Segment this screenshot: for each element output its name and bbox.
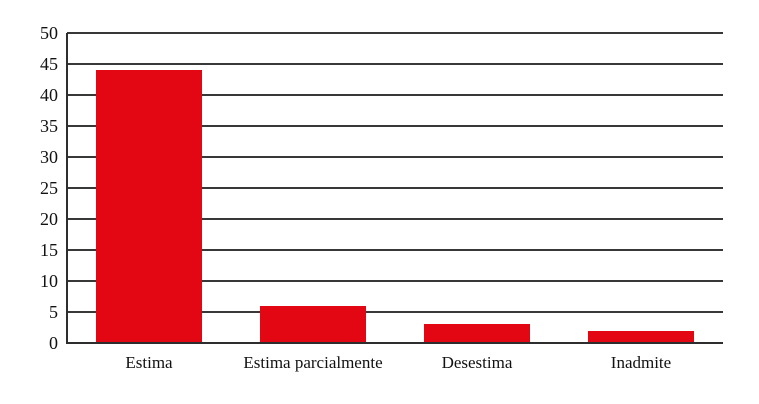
y-tick-label-10: 10 — [40, 271, 58, 291]
y-tick-label-40: 40 — [40, 85, 58, 105]
y-tick-label-45: 45 — [40, 54, 58, 74]
y-tick-label-0: 0 — [49, 333, 58, 353]
gridline-50 — [67, 32, 723, 34]
plot-area — [66, 32, 723, 345]
gridline-45 — [67, 63, 723, 65]
x-axis-line — [67, 342, 723, 345]
gridline-25 — [67, 187, 723, 189]
bar-estima — [96, 70, 202, 343]
x-label-estima-parcialmente: Estima parcialmente — [243, 353, 383, 372]
y-tick-label-35: 35 — [40, 116, 58, 136]
gridline-15 — [67, 249, 723, 251]
gridline-5 — [67, 311, 723, 313]
x-label-inadmite: Inadmite — [610, 353, 672, 372]
y-tick-label-20: 20 — [40, 209, 58, 229]
gridline-20 — [67, 218, 723, 220]
y-tick-label-25: 25 — [40, 178, 58, 198]
x-label-desestima: Desestima — [441, 353, 513, 372]
gridline-10 — [67, 280, 723, 282]
y-axis-line — [66, 33, 68, 344]
bar-desestima — [424, 324, 530, 343]
gridline-30 — [67, 156, 723, 158]
y-tick-label-5: 5 — [49, 302, 58, 322]
x-label-estima: Estima — [125, 353, 173, 372]
gridline-35 — [67, 125, 723, 127]
y-tick-label-50: 50 — [40, 23, 58, 43]
bar-estima-parcialmente — [260, 305, 366, 343]
y-tick-label-30: 30 — [40, 147, 58, 167]
gridline-40 — [67, 94, 723, 96]
bar-inadmite — [588, 330, 694, 343]
y-tick-label-15: 15 — [40, 240, 58, 260]
